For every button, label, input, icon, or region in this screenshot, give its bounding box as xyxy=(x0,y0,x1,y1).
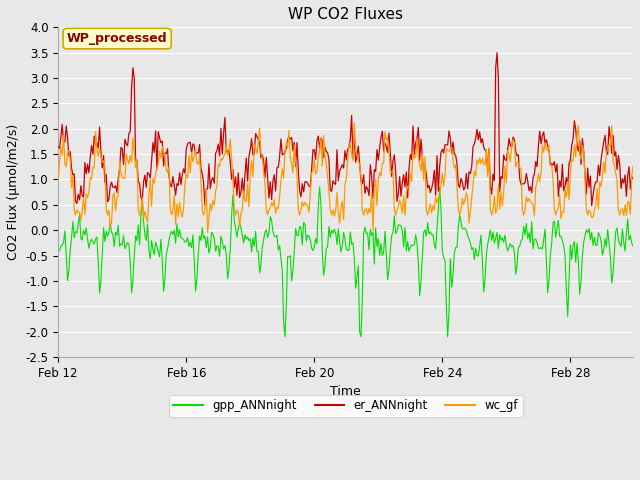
Legend: gpp_ANNnight, er_ANNnight, wc_gf: gpp_ANNnight, er_ANNnight, wc_gf xyxy=(169,395,523,417)
er_ANNnight xyxy=(511,137,518,143)
er_ANNnight xyxy=(99,165,106,171)
gpp_ANNnight xyxy=(54,249,62,254)
gpp_ANNnight xyxy=(629,243,637,249)
gpp_ANNnight xyxy=(512,271,520,277)
gpp_ANNnight xyxy=(99,252,106,258)
wc_gf xyxy=(584,212,591,218)
gpp_ANNnight xyxy=(281,334,289,340)
wc_gf xyxy=(390,207,398,213)
Text: WP_processed: WP_processed xyxy=(67,32,168,45)
er_ANNnight xyxy=(588,203,596,209)
gpp_ANNnight xyxy=(500,239,508,245)
wc_gf xyxy=(500,190,508,195)
gpp_ANNnight xyxy=(456,212,463,217)
Line: er_ANNnight: er_ANNnight xyxy=(58,53,633,206)
X-axis label: Time: Time xyxy=(330,385,361,398)
gpp_ANNnight xyxy=(584,229,591,235)
wc_gf xyxy=(204,229,211,235)
wc_gf xyxy=(629,163,637,169)
er_ANNnight xyxy=(629,176,637,182)
er_ANNnight xyxy=(499,175,506,181)
wc_gf xyxy=(99,159,106,165)
er_ANNnight xyxy=(493,50,501,56)
wc_gf xyxy=(512,164,520,170)
er_ANNnight xyxy=(453,161,461,167)
Line: gpp_ANNnight: gpp_ANNnight xyxy=(58,187,633,337)
gpp_ANNnight xyxy=(390,213,398,218)
wc_gf xyxy=(351,120,358,126)
er_ANNnight xyxy=(54,144,62,150)
wc_gf xyxy=(54,176,62,182)
Y-axis label: CO2 Flux (μmol/m2/s): CO2 Flux (μmol/m2/s) xyxy=(7,124,20,260)
er_ANNnight xyxy=(388,174,396,180)
gpp_ANNnight xyxy=(316,184,323,190)
Line: wc_gf: wc_gf xyxy=(58,123,633,232)
Title: WP CO2 Fluxes: WP CO2 Fluxes xyxy=(288,7,403,22)
wc_gf xyxy=(456,212,463,218)
er_ANNnight xyxy=(582,191,590,197)
